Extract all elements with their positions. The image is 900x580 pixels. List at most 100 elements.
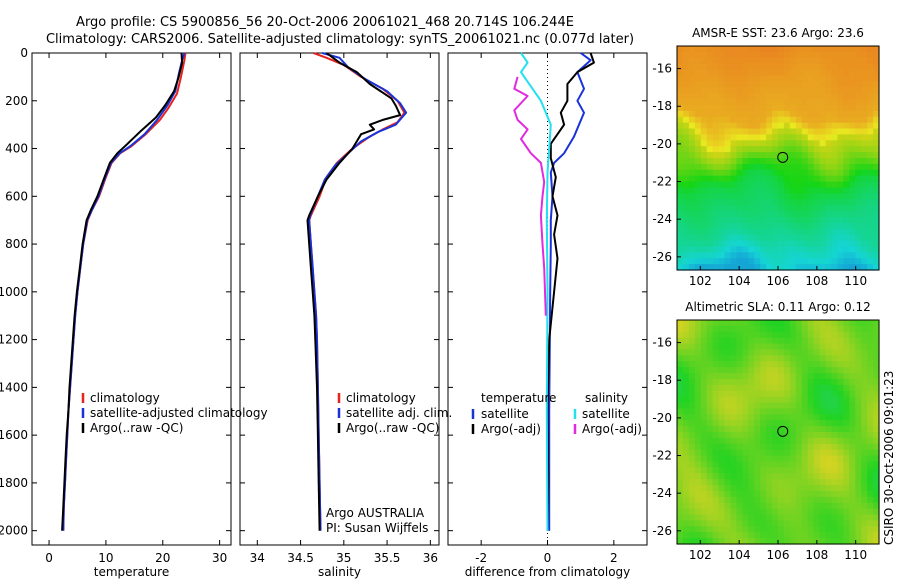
sla-heatmap-cell bbox=[843, 414, 850, 421]
sst-heatmap-cell bbox=[706, 93, 714, 100]
sst-heatmap-cell bbox=[843, 81, 850, 88]
sst-heatmap-cell bbox=[807, 81, 815, 88]
sla-heatmap-cell bbox=[682, 508, 690, 516]
sla-heatmap-cell bbox=[718, 325, 726, 333]
sst-map-xtick-label: 110 bbox=[844, 274, 867, 288]
sla-heatmap-cell bbox=[754, 455, 761, 463]
sla-heatmap-cell bbox=[772, 432, 779, 439]
sst-heatmap-cell bbox=[724, 187, 732, 194]
sla-heatmap-cell bbox=[867, 408, 874, 415]
sst-heatmap-cell bbox=[849, 163, 856, 171]
sla-heatmap-cell bbox=[677, 331, 684, 339]
sla-heatmap-cell bbox=[760, 325, 767, 333]
sst-heatmap-cell bbox=[837, 163, 844, 171]
sst-heatmap-cell bbox=[677, 116, 684, 124]
sla-heatmap-cell bbox=[789, 373, 797, 380]
sst-heatmap-cell bbox=[706, 169, 714, 177]
sla-heatmap-cell bbox=[748, 414, 755, 421]
sst-heatmap-cell bbox=[778, 99, 785, 106]
sla-heatmap-cell bbox=[849, 349, 856, 356]
sst-heatmap-cell bbox=[843, 228, 850, 236]
sst-heatmap-cell bbox=[736, 187, 743, 194]
sst-heatmap-cell bbox=[795, 122, 803, 130]
sst-heatmap-cell bbox=[861, 246, 868, 253]
sla-heatmap-cell bbox=[712, 473, 720, 480]
sla-heatmap-cell bbox=[712, 320, 720, 327]
sst-heatmap-cell bbox=[837, 264, 844, 271]
sla-heatmap-cell bbox=[783, 331, 791, 339]
sla-heatmap-cell bbox=[754, 414, 761, 421]
sla-heatmap-cell bbox=[760, 396, 767, 404]
sst-heatmap-cell bbox=[819, 57, 827, 65]
sla-heatmap-cell bbox=[807, 490, 815, 498]
sst-heatmap-cell bbox=[873, 234, 880, 242]
sla-heatmap-cell bbox=[742, 467, 749, 474]
sst-heatmap-cell bbox=[706, 246, 714, 253]
sla-heatmap-cell bbox=[724, 402, 732, 410]
sst-heatmap-cell bbox=[742, 211, 749, 218]
sla-heatmap-cell bbox=[706, 390, 714, 398]
sst-heatmap-cell bbox=[843, 46, 850, 53]
sst-heatmap-cell bbox=[813, 51, 821, 59]
sst-heatmap-cell bbox=[795, 134, 803, 141]
sla-heatmap-cell bbox=[837, 461, 844, 468]
sst-heatmap-cell bbox=[736, 264, 743, 271]
sst-heatmap-cell bbox=[748, 222, 755, 230]
sst-heatmap-cell bbox=[700, 152, 708, 159]
sla-heatmap-cell bbox=[801, 432, 809, 439]
sla-heatmap-cell bbox=[855, 455, 862, 463]
sla-heatmap-cell bbox=[730, 437, 738, 445]
sst-heatmap-cell bbox=[789, 211, 797, 218]
sst-heatmap-cell bbox=[736, 69, 743, 77]
sst-heatmap-cell bbox=[813, 57, 821, 65]
sla-heatmap-cell bbox=[730, 526, 738, 533]
sst-heatmap-cell bbox=[813, 110, 821, 118]
sla-heatmap-cell bbox=[813, 426, 821, 433]
sst-heatmap-cell bbox=[760, 63, 767, 71]
difference-series-argo bbox=[546, 52, 595, 531]
sst-heatmap-cell bbox=[843, 140, 850, 147]
sst-heatmap-cell bbox=[706, 46, 714, 53]
sst-heatmap-cell bbox=[688, 193, 696, 200]
sst-heatmap-cell bbox=[682, 158, 690, 165]
sla-heatmap-cell bbox=[742, 426, 749, 433]
sst-map-ytick-label: -26 bbox=[652, 250, 672, 264]
sst-heatmap-cell bbox=[742, 205, 749, 212]
sst-heatmap-cell bbox=[724, 146, 732, 153]
sst-heatmap-cell bbox=[855, 110, 862, 118]
sla-heatmap-cell bbox=[736, 532, 743, 539]
sst-heatmap-cell bbox=[748, 69, 755, 77]
sst-heatmap-cell bbox=[873, 264, 880, 271]
sla-heatmap-cell bbox=[813, 526, 821, 533]
sla-heatmap-cell bbox=[694, 367, 702, 374]
sst-heatmap-cell bbox=[807, 228, 815, 236]
sla-heatmap-cell bbox=[789, 414, 797, 421]
sla-heatmap-cell bbox=[748, 373, 755, 380]
sst-heatmap-cell bbox=[688, 158, 696, 165]
sla-heatmap-cell bbox=[677, 473, 684, 480]
sla-heatmap-cell bbox=[783, 467, 791, 474]
sla-heatmap-cell bbox=[718, 355, 726, 362]
sla-heatmap-cell bbox=[718, 384, 726, 392]
sst-heatmap-cell bbox=[682, 146, 690, 153]
sla-heatmap-cell bbox=[819, 479, 827, 486]
sla-heatmap-cell bbox=[783, 390, 791, 398]
sst-heatmap-cell bbox=[772, 152, 779, 159]
sst-heatmap-cell bbox=[837, 193, 844, 200]
sla-heatmap-cell bbox=[760, 538, 767, 545]
sla-heatmap-cell bbox=[688, 378, 696, 386]
sla-heatmap-cell bbox=[694, 490, 702, 498]
sst-heatmap-cell bbox=[694, 87, 702, 94]
sla-heatmap-cell bbox=[688, 437, 696, 445]
sla-heatmap-cell bbox=[778, 520, 785, 527]
sla-heatmap-cell bbox=[849, 402, 856, 410]
sst-heatmap-cell bbox=[849, 116, 856, 124]
temperature-ytick-label: 1400 bbox=[0, 380, 28, 394]
sla-heatmap-cell bbox=[730, 479, 738, 486]
sst-heatmap-cell bbox=[688, 51, 696, 59]
sla-heatmap-cell bbox=[677, 402, 684, 410]
sla-heatmap-cell bbox=[825, 514, 833, 522]
sla-heatmap-cell bbox=[807, 455, 815, 463]
sst-heatmap-cell bbox=[742, 158, 749, 165]
sla-heatmap-cell bbox=[772, 355, 779, 362]
